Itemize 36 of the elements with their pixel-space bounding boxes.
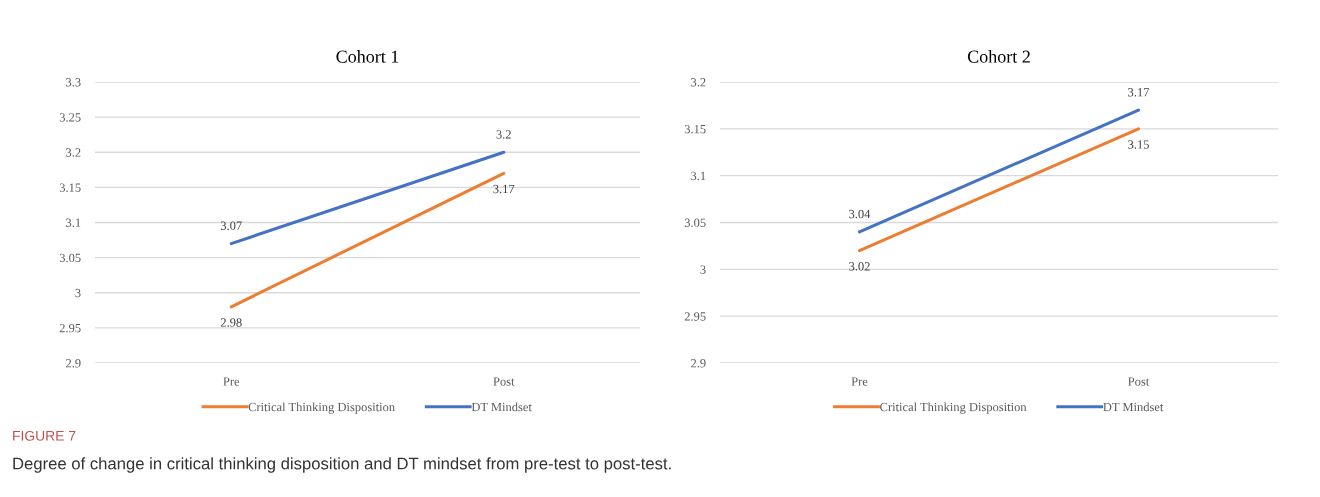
y-tick-label: 3.25 xyxy=(59,113,81,122)
y-tick-label: 3.05 xyxy=(684,218,706,228)
data-label: 3.04 xyxy=(849,209,871,219)
data-label: 2.98 xyxy=(220,318,242,327)
y-tick-label: 3.05 xyxy=(59,253,81,263)
y-tick-label: 3.15 xyxy=(684,124,706,134)
y-tick-label: 3.1 xyxy=(691,171,706,181)
y-tick-label: 3 xyxy=(700,265,706,274)
chart-title: Cohort 1 xyxy=(336,50,399,63)
y-tick-label: 3.1 xyxy=(66,218,81,228)
caption: FIGURE 7 xyxy=(13,430,76,441)
legend-label: DT Mindset xyxy=(471,402,532,412)
data-label: 3.2 xyxy=(496,130,511,139)
chart-title: Cohort 2 xyxy=(967,50,1030,63)
data-label: 3.17 xyxy=(1128,88,1150,97)
data-label: 3.15 xyxy=(1128,140,1149,149)
x-tick-label: Post xyxy=(1128,377,1150,386)
text: Degree of change in critical thinking disposition and DT mindset from pre-test to post-test. xyxy=(13,457,671,473)
legend-label: Critical Thinking Disposition xyxy=(880,402,1027,414)
y-tick-label: 3 xyxy=(75,288,81,298)
x-tick-label: Post xyxy=(493,377,515,386)
x-tick-label: Pre xyxy=(851,377,868,386)
y-tick-label: 3.3 xyxy=(66,78,81,87)
y-tick-label: 3.15 xyxy=(59,183,81,192)
data-label: 3.17 xyxy=(493,184,515,194)
y-tick-label: 3.2 xyxy=(691,78,706,87)
y-tick-label: 2.9 xyxy=(66,359,81,368)
data-label: 3.02 xyxy=(849,262,870,271)
y-tick-label: 2.95 xyxy=(684,312,706,321)
y-tick-label: 3.2 xyxy=(66,148,81,157)
y-tick-label: 2.95 xyxy=(59,323,81,333)
y-tick-label: 2.9 xyxy=(691,359,706,368)
legend-label: Critical Thinking Disposition xyxy=(248,402,395,414)
legend-label: DT Mindset xyxy=(1103,402,1164,412)
data-label: 3.07 xyxy=(220,221,242,230)
x-tick-label: Pre xyxy=(223,377,240,386)
